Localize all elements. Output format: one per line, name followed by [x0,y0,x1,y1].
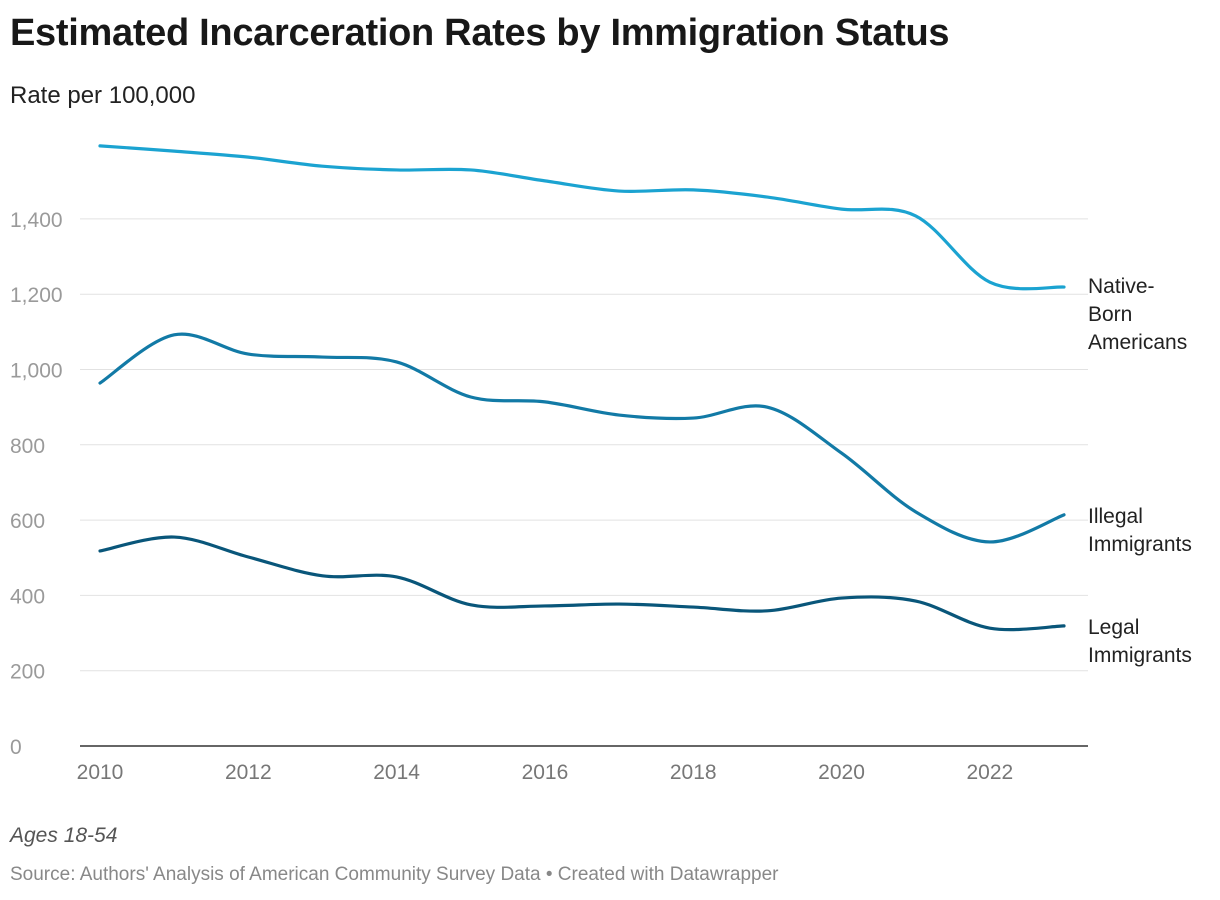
x-tick-label: 2016 [522,761,569,784]
series-label: Americans [1088,331,1187,354]
series-line-0 [98,144,1066,291]
chart-title: Estimated Incarceration Rates by Immigra… [10,12,950,54]
series-label: Born [1088,303,1132,326]
series-label: Legal [1088,616,1139,639]
series-label: Immigrants [1088,644,1192,667]
series-line-2 [98,535,1066,632]
y-tick-label: 800 [10,435,45,458]
x-tick-label: 2012 [225,761,272,784]
y-tick-label: 1,000 [10,360,63,383]
x-tick-label: 2014 [373,761,420,784]
y-tick-label: 1,200 [10,284,63,307]
y-tick-label: 0 [10,736,22,759]
y-tick-label: 400 [10,585,45,608]
y-tick-label: 600 [10,510,45,533]
x-tick-label: 2020 [818,761,865,784]
x-tick-label: 2018 [670,761,717,784]
x-tick-label: 2010 [77,761,124,784]
series-line-1 [98,332,1066,544]
series-label: Illegal [1088,505,1143,528]
chart-subtitle: Rate per 100,000 [10,82,196,109]
chart-source: Source: Authors' Analysis of American Co… [10,864,779,885]
series-label: Native- [1088,275,1155,298]
series-label: Immigrants [1088,533,1192,556]
y-tick-label: 200 [10,661,45,684]
line-chart: 0 200 400 600 800 1,000 1,200 1,400 2010 2012 2014… [10,144,1192,784]
chart-note: Ages 18-54 [10,824,118,847]
y-tick-label: 1,400 [10,209,63,232]
x-tick-label: 2022 [966,761,1013,784]
